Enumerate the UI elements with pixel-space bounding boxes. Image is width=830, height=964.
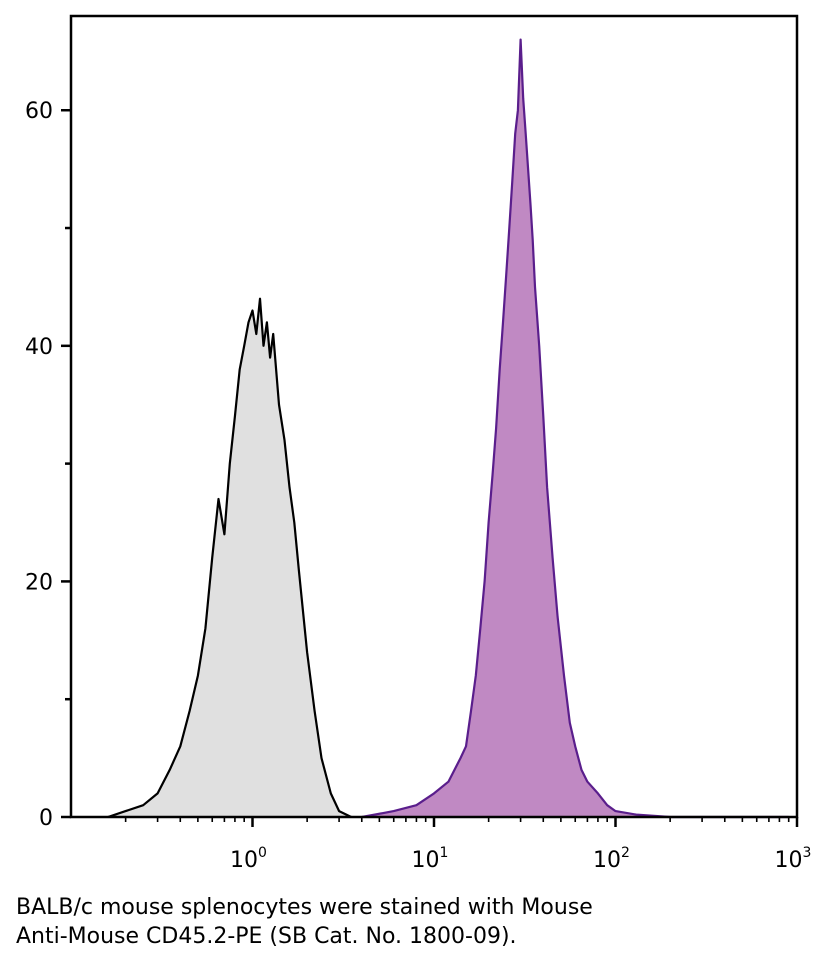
y-tick-label-20: 20 bbox=[25, 570, 53, 595]
series-1-line bbox=[107, 297, 352, 819]
plot-frame bbox=[69, 14, 799, 819]
caption-line-1: BALB/c mouse splenocytes were stained wi… bbox=[16, 895, 593, 920]
series-layer bbox=[107, 38, 789, 819]
x-tick-label-1000: 103 bbox=[775, 845, 812, 873]
y-tick-label-40: 40 bbox=[25, 335, 53, 360]
x-tick-label-10: 101 bbox=[412, 845, 449, 873]
y-tick-label-60: 60 bbox=[25, 99, 53, 124]
series-1-area bbox=[108, 298, 352, 817]
series-2-line bbox=[361, 38, 789, 819]
ticks-layer: 0 20 40 60 100 101 102 103 bbox=[25, 99, 811, 873]
caption-line-2: Anti-Mouse CD45.2-PE (SB Cat. No. 1800-0… bbox=[16, 924, 517, 949]
y-tick-label-0: 0 bbox=[39, 806, 53, 831]
figure-caption: BALB/c mouse splenocytes were stained wi… bbox=[16, 893, 816, 951]
series-2-area bbox=[361, 39, 789, 818]
x-tick-label-1: 100 bbox=[230, 845, 267, 873]
x-tick-label-100: 102 bbox=[593, 845, 630, 873]
histogram-chart: 0 20 40 60 100 101 102 103 bbox=[25, 14, 811, 873]
